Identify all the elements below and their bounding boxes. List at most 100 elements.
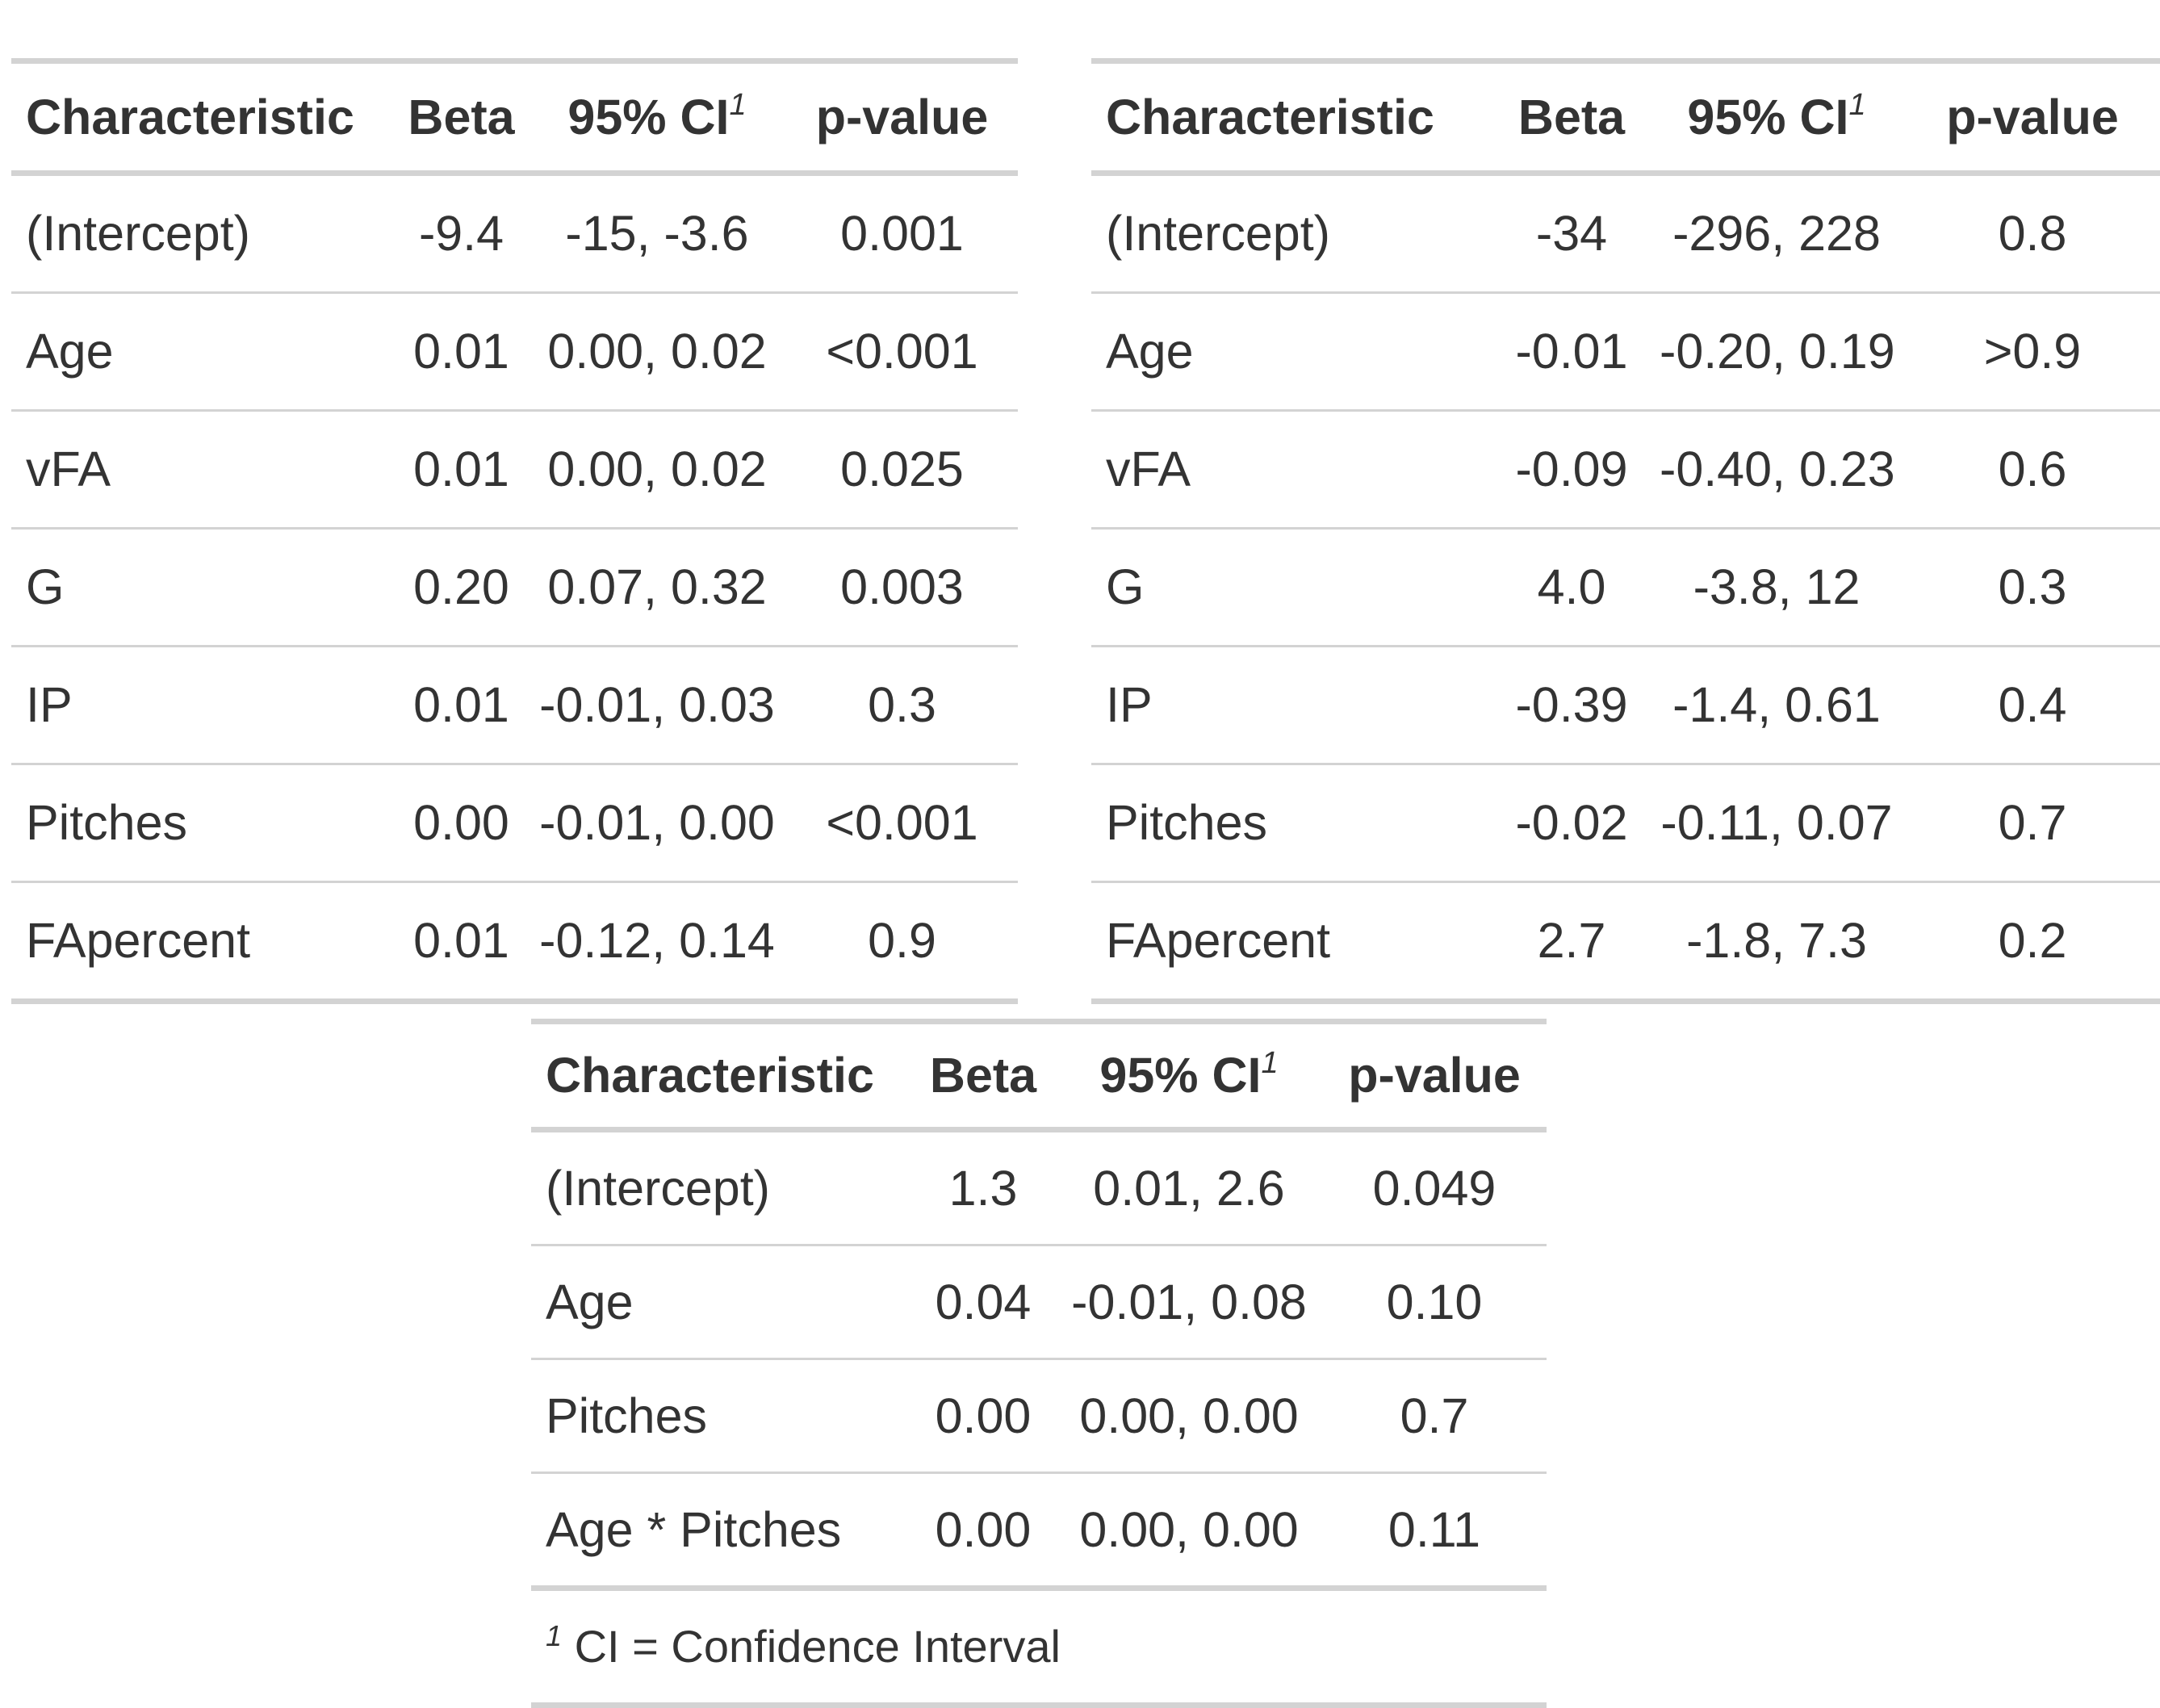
row-ci: -0.01, 0.00 — [528, 764, 786, 883]
row-beta: -0.01 — [1495, 292, 1648, 412]
row-pvalue: 0.049 — [1322, 1129, 1547, 1246]
row-label: G — [11, 528, 395, 647]
table-row: FApercent 2.7 -1.8, 7.3 0.2 — [1091, 882, 2160, 1002]
table-row: Age * Pitches 0.00 0.00, 0.00 0.11 — [531, 1473, 1547, 1589]
row-ci: -0.20, 0.19 — [1648, 292, 1905, 412]
row-ci: 0.00, 0.00 — [1079, 1501, 1299, 1557]
row-ci: -1.8, 7.3 — [1686, 913, 1867, 968]
header-pvalue: p-value — [1905, 61, 2160, 176]
row-pvalue: 0.10 — [1322, 1245, 1547, 1360]
table-row: G 0.20 0.07, 0.32 0.003 — [11, 528, 1018, 647]
ci-footnote-mark: 1 — [1848, 87, 1866, 122]
header-beta: Beta — [1495, 61, 1648, 176]
table-row: (Intercept) -34 -296, 228 0.8 — [1091, 173, 2160, 294]
header-characteristic: Characteristic — [531, 1021, 910, 1132]
table-row: IP -0.39 -1.4, 0.61 0.4 — [1091, 646, 2160, 765]
row-beta: 0.01 — [395, 292, 528, 412]
row-pvalue: <0.001 — [786, 764, 1018, 883]
row-ci: 0.00, 0.02 — [528, 410, 786, 530]
regression-table-3: Characteristic Beta 95% CI1 p-value (Int… — [531, 1019, 1547, 1708]
row-pvalue: 0.3 — [786, 646, 1018, 765]
row-ci: -1.4, 0.61 — [1648, 646, 1905, 765]
row-beta: -9.4 — [395, 173, 528, 294]
row-pvalue: 0.003 — [786, 528, 1018, 647]
table-row: (Intercept) -9.4 -15, -3.6 0.001 — [11, 173, 1018, 294]
table-row: vFA 0.01 0.00, 0.02 0.025 — [11, 410, 1018, 530]
row-beta: 0.20 — [395, 528, 528, 647]
header-pvalue: p-value — [786, 61, 1018, 176]
footnote: 1 CI = Confidence Interval — [531, 1585, 1547, 1706]
footnote-text: CI = Confidence Interval — [574, 1621, 1061, 1672]
row-pvalue: 0.025 — [786, 410, 1018, 530]
table-row: IP 0.01 -0.01, 0.03 0.3 — [11, 646, 1018, 765]
table-row: FApercent 0.01 -0.12, 0.14 0.9 — [11, 882, 1018, 1002]
table-header-row: Characteristic Beta 95% CI1 p-value — [531, 1021, 1547, 1132]
header-ci-label: 95% CI — [567, 89, 730, 144]
row-ci: -0.40, 0.23 — [1648, 410, 1905, 530]
header-characteristic: Characteristic — [1091, 61, 1495, 176]
header-characteristic: Characteristic — [11, 61, 395, 176]
table-row: (Intercept) 1.3 0.01, 2.6 0.049 — [531, 1129, 1547, 1246]
row-beta: -0.09 — [1495, 410, 1648, 530]
header-ci: 95% CI1 — [528, 61, 786, 176]
regression-table-1: Characteristic Beta 95% CI1 p-value (Int… — [11, 58, 1018, 1004]
footnote-mark: 1 — [546, 1619, 563, 1652]
row-label: IP — [11, 646, 395, 765]
header-ci-label: 95% CI — [1099, 1048, 1262, 1103]
footnote-row: 1 CI = Confidence Interval — [531, 1585, 1547, 1706]
row-pvalue: 0.7 — [1905, 764, 2160, 883]
row-label: Pitches — [1091, 764, 1495, 883]
ci-footnote-mark: 1 — [1261, 1046, 1279, 1080]
row-label: G — [1091, 528, 1495, 647]
row-beta: 0.00 — [395, 764, 528, 883]
row-pvalue: 0.11 — [1388, 1501, 1481, 1557]
row-label: (Intercept) — [1091, 173, 1495, 294]
regression-table-2: Characteristic Beta 95% CI1 p-value (Int… — [1091, 58, 2160, 1004]
table-row: Age 0.01 0.00, 0.02 <0.001 — [11, 292, 1018, 412]
header-beta: Beta — [395, 61, 528, 176]
row-ci: -0.01, 0.03 — [528, 646, 786, 765]
table-row: vFA -0.09 -0.40, 0.23 0.6 — [1091, 410, 2160, 530]
table-header-row: Characteristic Beta 95% CI1 p-value — [1091, 61, 2160, 176]
row-ci: 0.00, 0.00 — [1056, 1358, 1322, 1474]
table-row: Age -0.01 -0.20, 0.19 >0.9 — [1091, 292, 2160, 412]
row-beta: 2.7 — [1537, 913, 1606, 968]
row-label: FApercent — [26, 913, 251, 968]
row-label: (Intercept) — [531, 1129, 910, 1246]
ci-footnote-mark: 1 — [729, 87, 747, 122]
row-beta: 1.3 — [910, 1129, 1056, 1246]
row-pvalue: 0.8 — [1905, 173, 2160, 294]
row-pvalue: 0.001 — [786, 173, 1018, 294]
row-ci: 0.07, 0.32 — [528, 528, 786, 647]
row-pvalue: <0.001 — [786, 292, 1018, 412]
row-ci: -0.01, 0.08 — [1056, 1245, 1322, 1360]
row-ci: -296, 228 — [1648, 173, 1905, 294]
header-ci-label: 95% CI — [1687, 89, 1849, 144]
row-beta: -34 — [1495, 173, 1648, 294]
row-pvalue: 0.6 — [1905, 410, 2160, 530]
row-beta: -0.39 — [1495, 646, 1648, 765]
row-label: Age — [531, 1245, 910, 1360]
row-label: vFA — [11, 410, 395, 530]
row-ci: -0.11, 0.07 — [1648, 764, 1905, 883]
table-row: Pitches 0.00 -0.01, 0.00 <0.001 — [11, 764, 1018, 883]
table-header-row: Characteristic Beta 95% CI1 p-value — [11, 61, 1018, 176]
row-ci: 0.01, 2.6 — [1056, 1129, 1322, 1246]
table-row: G 4.0 -3.8, 12 0.3 — [1091, 528, 2160, 647]
row-label: Pitches — [531, 1358, 910, 1474]
header-ci: 95% CI1 — [1648, 61, 1905, 176]
row-beta: 0.01 — [395, 410, 528, 530]
row-beta: 0.00 — [910, 1358, 1056, 1474]
row-pvalue: 0.2 — [1998, 913, 2067, 968]
row-ci: 0.00, 0.02 — [528, 292, 786, 412]
row-ci: -15, -3.6 — [528, 173, 786, 294]
row-beta: 0.00 — [935, 1501, 1032, 1557]
header-pvalue: p-value — [1322, 1021, 1547, 1132]
row-label: (Intercept) — [11, 173, 395, 294]
table-row: Pitches -0.02 -0.11, 0.07 0.7 — [1091, 764, 2160, 883]
row-label: Age — [11, 292, 395, 412]
row-beta: 4.0 — [1495, 528, 1648, 647]
row-pvalue: 0.3 — [1905, 528, 2160, 647]
row-label: IP — [1091, 646, 1495, 765]
header-ci: 95% CI1 — [1056, 1021, 1322, 1132]
